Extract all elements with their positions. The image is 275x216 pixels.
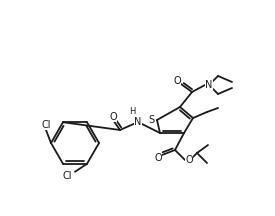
Text: O: O bbox=[185, 155, 193, 165]
Text: O: O bbox=[109, 112, 117, 122]
Text: O: O bbox=[173, 76, 181, 86]
Text: N: N bbox=[205, 80, 213, 90]
Text: H: H bbox=[129, 108, 135, 116]
Text: Cl: Cl bbox=[41, 120, 51, 130]
Text: N: N bbox=[134, 117, 142, 127]
Text: Cl: Cl bbox=[62, 171, 72, 181]
Text: S: S bbox=[148, 115, 154, 125]
Text: O: O bbox=[154, 153, 162, 163]
